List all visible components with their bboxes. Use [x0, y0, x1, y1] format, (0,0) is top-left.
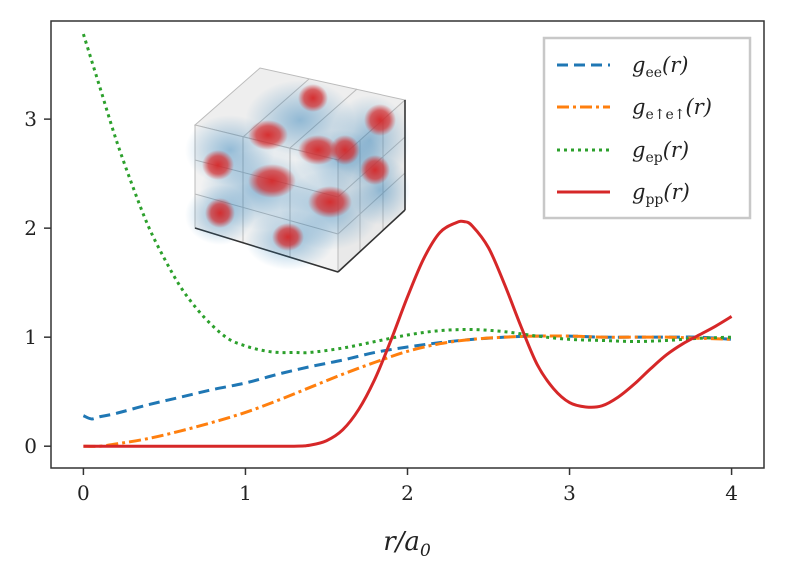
x-tick-label: 3 — [563, 481, 576, 505]
y-tick-label: 0 — [24, 434, 37, 458]
legend-label-gpp: gpp(r) — [632, 180, 690, 208]
legend-entry-gee: gee(r) — [557, 53, 688, 81]
x-axis-label: r/a0 — [383, 527, 431, 561]
series-layer — [81, 33, 733, 448]
series-line-gee — [82, 334, 732, 421]
inset-3d-cube — [185, 67, 410, 274]
x-tick-label: 4 — [725, 481, 738, 505]
ticks-layer: 0 1 2 3 4 0 1 2 3 — [24, 107, 738, 505]
y-tick-label: 2 — [24, 216, 37, 240]
x-tick-label: 0 — [77, 481, 90, 505]
y-tick-label: 3 — [24, 107, 37, 131]
legend-entry-geueu: ge↑e↑(r) — [557, 95, 712, 123]
legend-label-geueu: ge↑e↑(r) — [632, 95, 712, 123]
series-line-geueu — [83, 334, 732, 448]
legend: gee(r) ge↑e↑(r) gep(r) gpp(r) — [542, 36, 752, 220]
inset-proton-blobs — [202, 84, 396, 251]
legend-box — [542, 36, 752, 220]
x-tick-label: 2 — [401, 481, 414, 505]
series-line-gpp — [83, 219, 733, 448]
legend-entry-gpp: gpp(r) — [557, 180, 690, 208]
legend-label-gep: gep(r) — [632, 138, 689, 166]
x-tick-label: 1 — [239, 481, 252, 505]
y-tick-label: 1 — [24, 325, 37, 349]
legend-entry-gep: gep(r) — [557, 138, 689, 166]
legend-label-gee: gee(r) — [632, 53, 688, 81]
